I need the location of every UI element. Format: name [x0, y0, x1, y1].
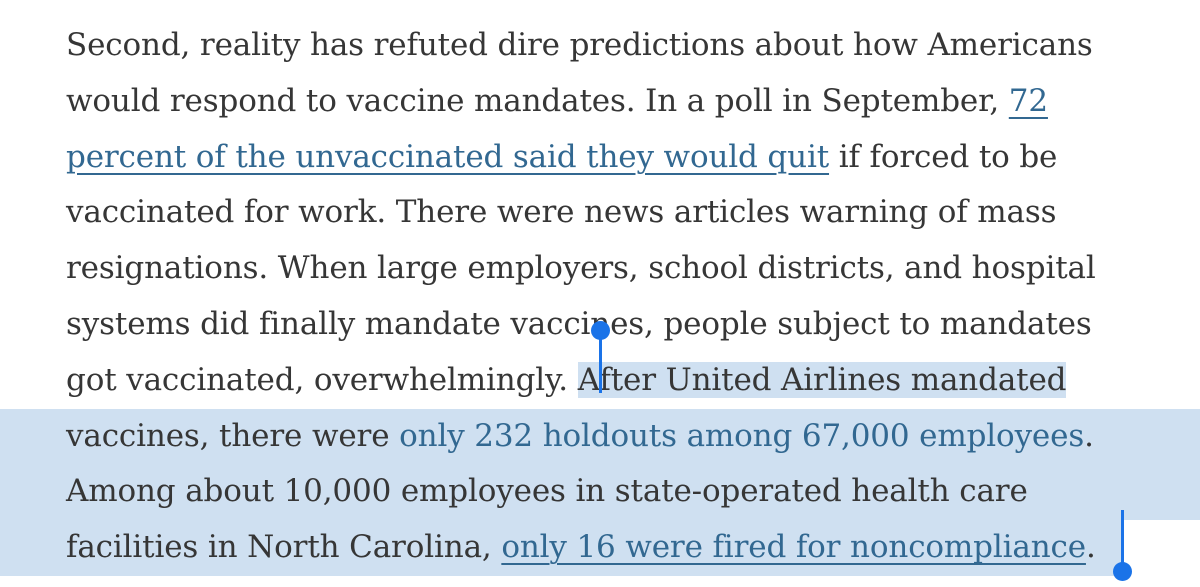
selection-end-handle[interactable]: [1113, 510, 1132, 581]
paragraph-line-5: resignations. When large employers, scho…: [66, 250, 1096, 287]
article-paragraph: Second, reality has refuted dire predict…: [0, 18, 1200, 576]
selection-end-knob[interactable]: [1113, 562, 1132, 581]
line-8-end: .: [1084, 417, 1094, 454]
north-carolina-link[interactable]: only 16 were fired for noncompliance: [501, 529, 1086, 566]
selection-start-handle[interactable]: [591, 321, 610, 393]
paragraph-line-7: got vaccinated, overwhelmingly. After Un…: [66, 353, 1176, 409]
paragraph-line-9: Among about 10,000 employees in state-op…: [0, 464, 1200, 521]
line-8-text: vaccines, there were: [66, 417, 400, 454]
poll-link-continued[interactable]: percent of the unvaccinated said they wo…: [66, 138, 830, 175]
line-10-text: facilities in North Carolina,: [66, 529, 502, 566]
poll-link[interactable]: 72: [1008, 82, 1048, 119]
paragraph-line-2: would respond to vaccine mandates. In a …: [66, 74, 1176, 130]
selection-start-knob[interactable]: [591, 321, 610, 340]
paragraph-line-4: vaccinated for work. There were news art…: [66, 194, 1057, 231]
line-3-text: if forced to be: [829, 138, 1058, 175]
line-2-text: would respond to vaccine mandates. In a …: [66, 82, 1009, 119]
paragraph-line-6: systems did finally mandate vaccines, pe…: [66, 305, 1092, 342]
line-7-text: got vaccinated, overwhelmingly.: [66, 361, 578, 398]
paragraph-line-10: facilities in North Carolina, only 16 we…: [0, 520, 1121, 576]
line-10-end: .: [1085, 529, 1096, 566]
paragraph-line-1: Second, reality has refuted dire predict…: [66, 27, 1093, 63]
selected-text-start[interactable]: After United Airlines mandated: [577, 361, 1067, 398]
paragraph-line-3: percent of the unvaccinated said they wo…: [66, 130, 1176, 186]
paragraph-line-8: vaccines, there were only 232 holdouts a…: [0, 408, 1200, 465]
united-airlines-link[interactable]: only 232 holdouts among 67,000 employees: [399, 417, 1085, 454]
